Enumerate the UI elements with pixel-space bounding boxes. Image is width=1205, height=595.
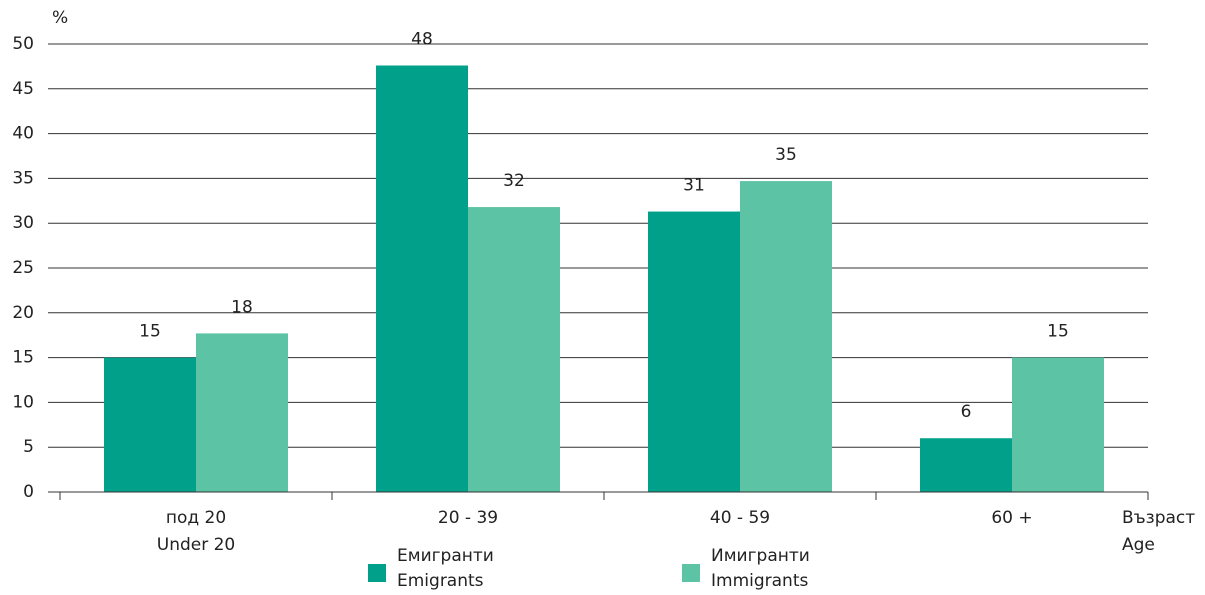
value-label: 15 bbox=[139, 322, 161, 342]
y-tick-label: 30 bbox=[12, 213, 34, 233]
y-tick-label: 40 bbox=[12, 124, 34, 144]
x-tick-label: 20 - 39 bbox=[438, 508, 498, 528]
y-tick-label: 10 bbox=[12, 392, 34, 412]
bar bbox=[376, 65, 468, 492]
x-tick-label: под 20 bbox=[166, 508, 226, 528]
y-tick-label: 15 bbox=[12, 348, 34, 368]
x-axis-label: Age bbox=[1122, 535, 1155, 555]
legend-label: Immigrants bbox=[711, 571, 808, 591]
y-tick-label: 20 bbox=[12, 303, 34, 323]
value-label: 6 bbox=[961, 402, 972, 422]
legend-swatch bbox=[368, 564, 386, 582]
y-tick-label: 35 bbox=[12, 168, 34, 188]
bar bbox=[740, 181, 832, 492]
legend-swatch bbox=[682, 564, 700, 582]
x-tick-label: 40 - 59 bbox=[710, 508, 770, 528]
value-label: 35 bbox=[775, 145, 797, 165]
value-label: 32 bbox=[503, 171, 525, 191]
y-tick-label: 50 bbox=[12, 34, 34, 54]
x-tick-label: 60 + bbox=[991, 508, 1032, 528]
y-tick-label: 5 bbox=[23, 437, 34, 457]
bar bbox=[648, 211, 740, 492]
legend-label: Emigrants bbox=[397, 571, 484, 591]
y-tick-label: 0 bbox=[23, 482, 34, 502]
x-tick-label: Under 20 bbox=[157, 535, 236, 555]
value-label: 48 bbox=[411, 30, 433, 50]
x-axis-label: Възраст bbox=[1122, 508, 1195, 528]
legend-label: Емигранти bbox=[397, 546, 494, 566]
bar bbox=[104, 357, 196, 492]
value-label: 18 bbox=[231, 297, 253, 317]
y-tick-label: 25 bbox=[12, 258, 34, 278]
value-label: 15 bbox=[1047, 322, 1069, 342]
y-axis-label: % bbox=[52, 8, 68, 28]
bar bbox=[1012, 357, 1104, 492]
bar bbox=[468, 207, 560, 492]
bar bbox=[196, 333, 288, 492]
value-label: 31 bbox=[683, 176, 705, 196]
y-tick-label: 45 bbox=[12, 79, 34, 99]
legend-label: Имигранти bbox=[711, 546, 810, 566]
bar bbox=[920, 438, 1012, 492]
